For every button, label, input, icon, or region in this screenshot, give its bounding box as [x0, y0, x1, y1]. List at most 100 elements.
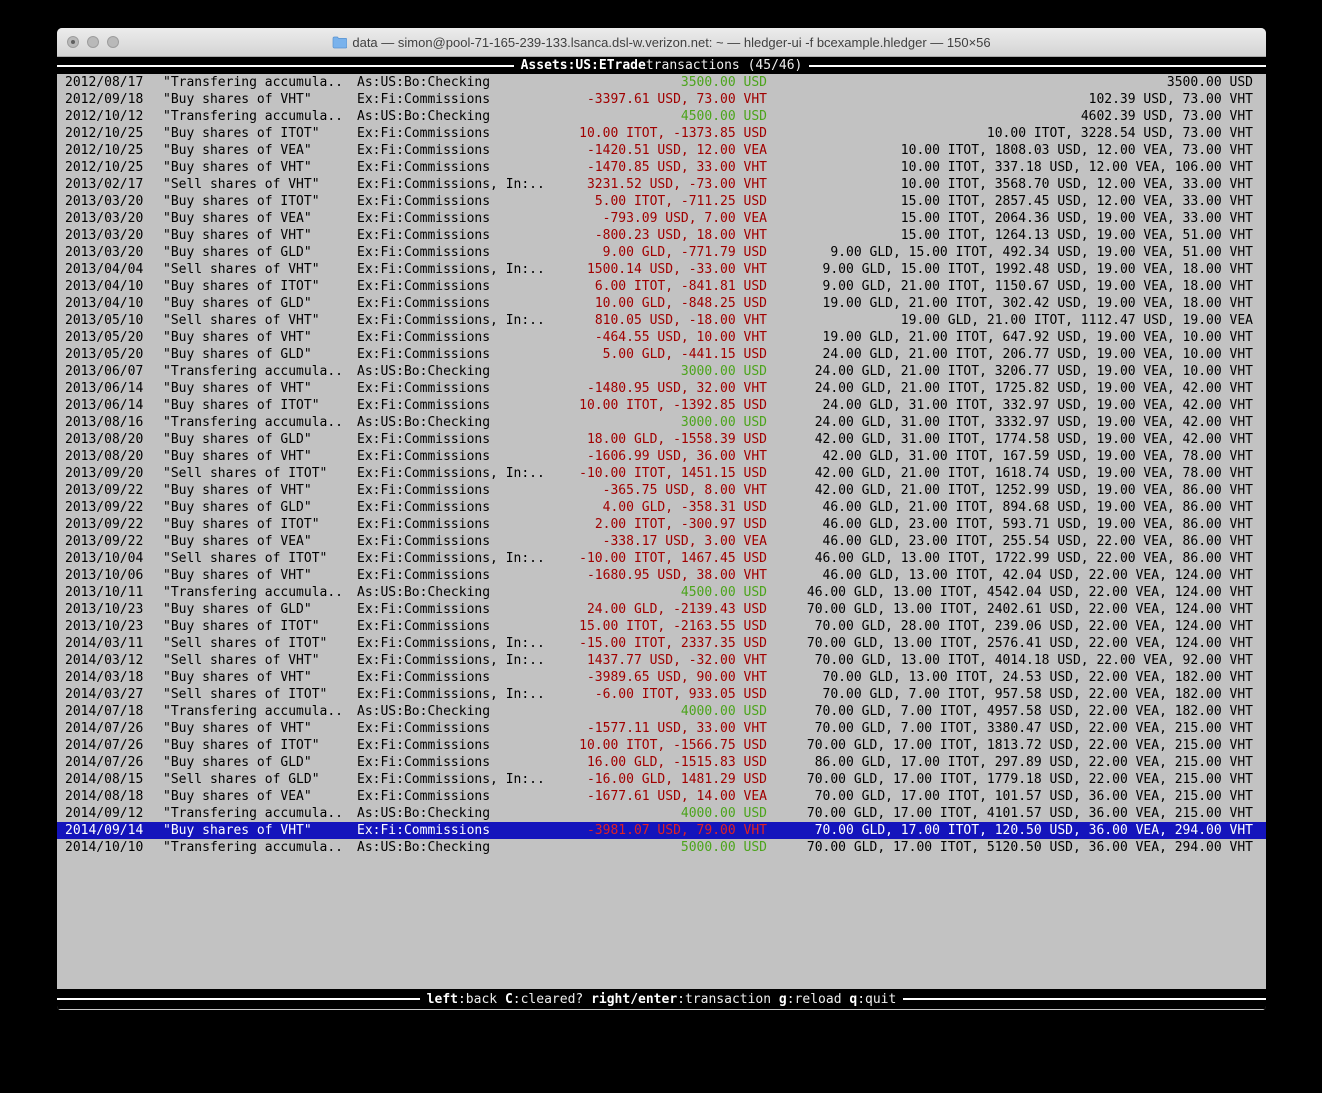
transaction-row[interactable]: 2013/04/10 "Buy shares of ITOT" Ex:Fi:Co…	[57, 278, 1266, 295]
transaction-description: "Buy shares of VHT"	[163, 823, 312, 838]
transaction-row[interactable]: 2013/08/20 "Buy shares of GLD" Ex:Fi:Com…	[57, 431, 1266, 448]
transaction-other-account: As:US:Bo:Checking	[357, 840, 491, 855]
transaction-row[interactable]: 2014/07/18 "Transfering accumula.. As:US…	[57, 703, 1266, 720]
transaction-other-account: Ex:Fi:Commissions	[357, 738, 491, 753]
transaction-row[interactable]: 2014/09/12 "Transfering accumula.. As:US…	[57, 805, 1266, 822]
transaction-date: 2013/05/20	[65, 330, 144, 345]
transaction-date: 2013/10/23	[65, 602, 144, 617]
transaction-row[interactable]: 2013/09/22 "Buy shares of GLD" Ex:Fi:Com…	[57, 499, 1266, 516]
transaction-row[interactable]: 2012/09/18 "Buy shares of VHT" Ex:Fi:Com…	[57, 91, 1266, 108]
transaction-amount: -800.23 USD, 18.00 VHT	[594, 228, 767, 243]
transaction-row[interactable]: 2013/03/20 "Buy shares of ITOT" Ex:Fi:Co…	[57, 193, 1266, 210]
transaction-running-balance: 24.00 GLD, 21.00 ITOT, 1725.82 USD, 19.0…	[814, 381, 1253, 396]
close-button[interactable]	[67, 36, 79, 48]
transaction-description: "Buy shares of VEA"	[163, 534, 312, 549]
transaction-row[interactable]: 2014/07/26 "Buy shares of VHT" Ex:Fi:Com…	[57, 720, 1266, 737]
transaction-description: "Buy shares of GLD"	[163, 602, 312, 617]
transaction-row[interactable]: 2012/08/17 "Transfering accumula.. As:US…	[57, 74, 1266, 91]
transaction-row[interactable]: 2013/10/06 "Buy shares of VHT" Ex:Fi:Com…	[57, 567, 1266, 584]
transaction-row[interactable]: 2014/07/26 "Buy shares of GLD" Ex:Fi:Com…	[57, 754, 1266, 771]
transaction-running-balance: 15.00 ITOT, 2064.36 USD, 19.00 VEA, 33.0…	[900, 211, 1253, 226]
transaction-row[interactable]: 2014/03/11 "Sell shares of ITOT" Ex:Fi:C…	[57, 635, 1266, 652]
transaction-date: 2013/03/20	[65, 211, 144, 226]
transaction-row[interactable]: 2013/09/22 "Buy shares of VHT" Ex:Fi:Com…	[57, 482, 1266, 499]
transaction-row[interactable]: 2013/10/23 "Buy shares of ITOT" Ex:Fi:Co…	[57, 618, 1266, 635]
transaction-date: 2012/10/25	[65, 143, 144, 158]
transaction-date: 2013/05/10	[65, 313, 144, 328]
transaction-row[interactable]: 2013/08/20 "Buy shares of VHT" Ex:Fi:Com…	[57, 448, 1266, 465]
transaction-amount: 3000.00 USD	[680, 364, 767, 379]
transaction-row[interactable]: 2014/03/12 "Sell shares of VHT" Ex:Fi:Co…	[57, 652, 1266, 669]
transaction-row[interactable]: 2013/04/10 "Buy shares of GLD" Ex:Fi:Com…	[57, 295, 1266, 312]
transaction-row[interactable]: 2013/06/14 "Buy shares of ITOT" Ex:Fi:Co…	[57, 397, 1266, 414]
transaction-row[interactable]: 2013/10/04 "Sell shares of ITOT" Ex:Fi:C…	[57, 550, 1266, 567]
transaction-row[interactable]: 2014/07/26 "Buy shares of ITOT" Ex:Fi:Co…	[57, 737, 1266, 754]
transaction-other-account: Ex:Fi:Commissions	[357, 619, 491, 634]
transaction-row[interactable]: 2012/10/25 "Buy shares of ITOT" Ex:Fi:Co…	[57, 125, 1266, 142]
transaction-amount: 3500.00 USD	[680, 75, 767, 90]
transaction-row[interactable]: 2013/03/20 "Buy shares of VEA" Ex:Fi:Com…	[57, 210, 1266, 227]
transaction-running-balance: 70.00 GLD, 13.00 ITOT, 2576.41 USD, 22.0…	[806, 636, 1253, 651]
transaction-row[interactable]: 2013/09/22 "Buy shares of VEA" Ex:Fi:Com…	[57, 533, 1266, 550]
transaction-row[interactable]: 2014/09/14 "Buy shares of VHT" Ex:Fi:Com…	[57, 822, 1266, 839]
transaction-description: "Buy shares of VHT"	[163, 670, 312, 685]
transaction-other-account: As:US:Bo:Checking	[357, 806, 491, 821]
transaction-running-balance: 70.00 GLD, 17.00 ITOT, 4101.57 USD, 36.0…	[806, 806, 1253, 821]
transaction-description: "Sell shares of GLD"	[163, 772, 320, 787]
transaction-amount: 810.05 USD, -18.00 VHT	[594, 313, 767, 328]
transaction-running-balance: 70.00 GLD, 7.00 ITOT, 3380.47 USD, 22.00…	[814, 721, 1253, 736]
transaction-row[interactable]: 2013/04/04 "Sell shares of VHT" Ex:Fi:Co…	[57, 261, 1266, 278]
transaction-description: "Transfering accumula..	[163, 364, 344, 379]
transaction-amount: 5.00 GLD, -441.15 USD	[602, 347, 767, 362]
transaction-row[interactable]: 2013/10/23 "Buy shares of GLD" Ex:Fi:Com…	[57, 601, 1266, 618]
transaction-row[interactable]: 2013/05/20 "Buy shares of GLD" Ex:Fi:Com…	[57, 346, 1266, 363]
transaction-row[interactable]: 2013/05/20 "Buy shares of VHT" Ex:Fi:Com…	[57, 329, 1266, 346]
transaction-row[interactable]: 2014/08/15 "Sell shares of GLD" Ex:Fi:Co…	[57, 771, 1266, 788]
transaction-date: 2014/07/26	[65, 755, 144, 770]
transaction-running-balance: 70.00 GLD, 13.00 ITOT, 4014.18 USD, 22.0…	[814, 653, 1253, 668]
key-left: left	[426, 991, 458, 1007]
transaction-description: "Buy shares of VHT"	[163, 483, 312, 498]
transaction-row[interactable]: 2013/08/16 "Transfering accumula.. As:US…	[57, 414, 1266, 431]
transaction-row[interactable]: 2012/10/25 "Buy shares of VHT" Ex:Fi:Com…	[57, 159, 1266, 176]
transaction-description: "Buy shares of VHT"	[163, 92, 312, 107]
transaction-amount: 9.00 GLD, -771.79 USD	[602, 245, 767, 260]
transaction-description: "Buy shares of GLD"	[163, 755, 312, 770]
transaction-row[interactable]: 2013/06/14 "Buy shares of VHT" Ex:Fi:Com…	[57, 380, 1266, 397]
transaction-amount: 4000.00 USD	[680, 806, 767, 821]
transaction-row[interactable]: 2014/03/18 "Buy shares of VHT" Ex:Fi:Com…	[57, 669, 1266, 686]
transaction-date: 2013/09/22	[65, 517, 144, 532]
transaction-row[interactable]: 2013/10/11 "Transfering accumula.. As:US…	[57, 584, 1266, 601]
transaction-row[interactable]: 2012/10/25 "Buy shares of VEA" Ex:Fi:Com…	[57, 142, 1266, 159]
transaction-row[interactable]: 2013/06/07 "Transfering accumula.. As:US…	[57, 363, 1266, 380]
screen-account-name: Assets:US:ETrade	[520, 58, 646, 73]
transaction-other-account: Ex:Fi:Commissions, In:..	[357, 653, 545, 668]
transaction-row[interactable]: 2014/03/27 "Sell shares of ITOT" Ex:Fi:C…	[57, 686, 1266, 703]
transaction-row[interactable]: 2013/03/20 "Buy shares of VHT" Ex:Fi:Com…	[57, 227, 1266, 244]
zoom-button[interactable]	[107, 36, 119, 48]
window-titlebar: data — simon@pool-71-165-239-133.lsanca.…	[57, 28, 1266, 57]
transaction-amount: -1470.85 USD, 33.00 VHT	[586, 160, 767, 175]
transaction-row[interactable]: 2013/09/20 "Sell shares of ITOT" Ex:Fi:C…	[57, 465, 1266, 482]
transaction-running-balance: 70.00 GLD, 13.00 ITOT, 2402.61 USD, 22.0…	[806, 602, 1253, 617]
transaction-row[interactable]: 2012/10/12 "Transfering accumula.. As:US…	[57, 108, 1266, 125]
hint-quit: :quit	[857, 991, 897, 1007]
header-rule-left	[57, 64, 514, 67]
minimize-button[interactable]	[87, 36, 99, 48]
transaction-running-balance: 46.00 GLD, 23.00 ITOT, 593.71 USD, 19.00…	[822, 517, 1253, 532]
transaction-description: "Buy shares of VHT"	[163, 160, 312, 175]
transaction-row[interactable]: 2013/03/20 "Buy shares of GLD" Ex:Fi:Com…	[57, 244, 1266, 261]
transaction-description: "Buy shares of ITOT"	[163, 279, 320, 294]
transaction-amount: 3000.00 USD	[680, 415, 767, 430]
transaction-row[interactable]: 2013/09/22 "Buy shares of ITOT" Ex:Fi:Co…	[57, 516, 1266, 533]
transaction-row[interactable]: 2013/02/17 "Sell shares of VHT" Ex:Fi:Co…	[57, 176, 1266, 193]
window-bottom-edge	[57, 1009, 1266, 1010]
transaction-description: "Buy shares of ITOT"	[163, 126, 320, 141]
transaction-other-account: Ex:Fi:Commissions	[357, 143, 491, 158]
transaction-description: "Buy shares of GLD"	[163, 347, 312, 362]
transaction-date: 2012/10/12	[65, 109, 144, 124]
transaction-row[interactable]: 2014/08/18 "Buy shares of VEA" Ex:Fi:Com…	[57, 788, 1266, 805]
transaction-row[interactable]: 2013/05/10 "Sell shares of VHT" Ex:Fi:Co…	[57, 312, 1266, 329]
transaction-row[interactable]: 2014/10/10 "Transfering accumula.. As:US…	[57, 839, 1266, 856]
transaction-running-balance: 15.00 ITOT, 1264.13 USD, 19.00 VEA, 51.0…	[900, 228, 1253, 243]
